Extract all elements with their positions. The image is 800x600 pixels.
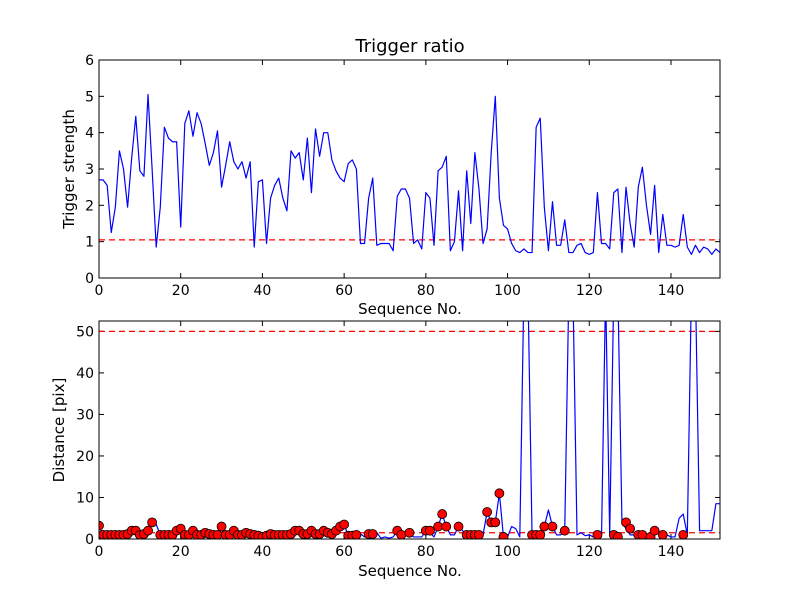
- tick-group-top: 0 20 40 60 80 100 120 140 0 1 2 3 4 5 6: [85, 53, 720, 299]
- data-point-bottom: [339, 519, 350, 530]
- data-point-bottom: [474, 529, 484, 539]
- series-line-top: [99, 93, 720, 255]
- x-tick-label-bottom: 120: [576, 544, 603, 560]
- data-point-bottom: [425, 525, 435, 536]
- y-tick-label-top: 0: [85, 271, 94, 287]
- x-tick-label-bottom: 80: [417, 544, 435, 560]
- x-tick-label-bottom: 60: [335, 544, 353, 560]
- y-tick-label-bottom: 40: [76, 366, 94, 382]
- y-axis-label-bottom: Distance [pix]: [50, 378, 68, 483]
- data-point-bottom: [433, 521, 443, 532]
- y-tick-label-top: 4: [85, 126, 94, 142]
- x-tick-label-top: 100: [494, 283, 521, 299]
- tick-group-bottom: 0 20 40 60 80 100 120 140 0 10 20 30 40 50: [76, 321, 720, 560]
- x-tick-label-top: 20: [172, 283, 190, 299]
- y-tick-label-bottom: 0: [85, 532, 94, 548]
- data-point-bottom: [559, 525, 570, 536]
- data-point-bottom: [494, 488, 505, 499]
- chart-title: Trigger ratio: [354, 36, 464, 57]
- y-axis-label-top: Trigger strength: [60, 109, 78, 230]
- data-point-bottom: [678, 529, 689, 539]
- x-tick-label-top: 40: [254, 283, 272, 299]
- y-tick-label-bottom: 10: [76, 490, 94, 506]
- data-point-bottom: [212, 529, 223, 539]
- plot-area-top: [99, 60, 720, 278]
- y-tick-label-top: 5: [85, 89, 94, 105]
- data-point-bottom: [535, 529, 546, 539]
- data-point-bottom: [404, 527, 415, 538]
- x-tick-label-bottom: 100: [494, 544, 521, 560]
- data-point-bottom: [625, 523, 636, 534]
- clipped-marks-bottom: [99, 321, 720, 539]
- data-point-bottom: [657, 529, 668, 539]
- x-axis-label-bottom: Sequence No.: [358, 562, 462, 580]
- plot-frame-bottom: [98, 320, 721, 540]
- series-group-top: [99, 93, 720, 255]
- data-point-bottom: [482, 507, 493, 517]
- plot-frame-top: [98, 59, 721, 279]
- data-point-bottom: [351, 529, 362, 539]
- plot-area-bottom: [99, 321, 720, 539]
- data-point-bottom: [592, 529, 603, 539]
- x-tick-label-top: 120: [576, 283, 603, 299]
- x-tick-label-top: 140: [658, 283, 685, 299]
- data-point-bottom: [437, 509, 448, 519]
- y-tick-label-bottom: 20: [76, 449, 94, 465]
- data-point-bottom: [453, 521, 464, 532]
- clipped-marks-top: [99, 93, 720, 255]
- x-tick-label-top: 0: [95, 283, 104, 299]
- series-group-bottom: [99, 321, 720, 539]
- data-point-bottom: [441, 521, 452, 532]
- data-point-bottom: [637, 529, 648, 539]
- x-tick-label-bottom: 0: [95, 544, 104, 560]
- x-tick-label-top: 60: [335, 283, 353, 299]
- data-point-bottom: [649, 525, 660, 536]
- x-tick-label-bottom: 140: [658, 544, 685, 560]
- y-tick-label-top: 3: [85, 162, 94, 178]
- trigger-ratio-axes: Trigger ratio 0 20 40 60 80 100 120 1400123456 …: [60, 36, 721, 318]
- data-point-bottom: [216, 521, 227, 532]
- data-point-bottom: [612, 532, 623, 539]
- y-tick-label-top: 1: [85, 235, 94, 251]
- data-point-bottom: [490, 517, 501, 528]
- y-tick-label-bottom: 30: [76, 407, 94, 423]
- x-tick-label-bottom: 20: [172, 544, 190, 560]
- data-point-bottom: [143, 525, 153, 536]
- x-tick-label-bottom: 40: [254, 544, 272, 560]
- data-point-bottom: [147, 517, 158, 528]
- data-point-bottom: [539, 521, 550, 532]
- y-tick-label-top: 6: [85, 53, 94, 69]
- data-point-bottom: [99, 520, 104, 531]
- data-point-bottom: [396, 529, 407, 539]
- y-tick-label-top: 2: [85, 198, 94, 214]
- distance-axes: 0 20 40 60 80 100 120 140 0 10 20 30 40 50 Sequence N…: [50, 320, 721, 580]
- y-tick-label-bottom: 50: [76, 324, 94, 340]
- data-point-bottom: [367, 529, 378, 539]
- x-tick-label-top: 80: [417, 283, 435, 299]
- data-point-bottom: [498, 532, 509, 539]
- x-axis-label-top: Sequence No.: [358, 300, 462, 318]
- data-point-bottom: [547, 521, 558, 532]
